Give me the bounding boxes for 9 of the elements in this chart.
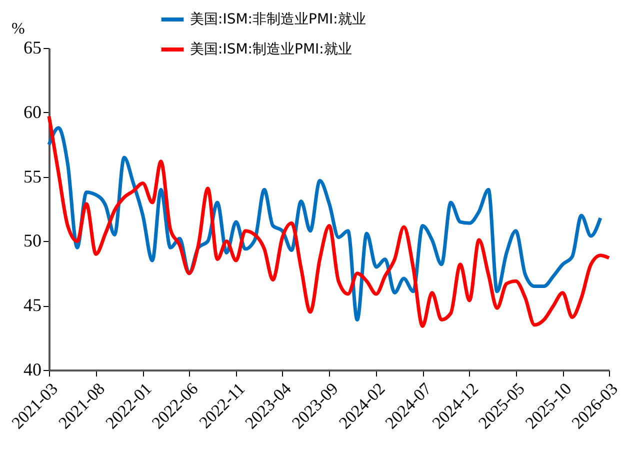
- y-axis-title: %: [12, 20, 25, 38]
- y-tick-label: 60: [24, 102, 42, 122]
- y-tick-label: 55: [24, 166, 42, 186]
- y-tick-label: 50: [24, 230, 42, 251]
- legend-label: 美国:ISM:非制造业PMI:就业: [190, 12, 366, 28]
- y-tick-label: 65: [24, 38, 42, 58]
- legend-label: 美国:ISM:制造业PMI:就业: [190, 42, 352, 58]
- y-tick-label: 40: [24, 360, 42, 380]
- y-tick-label: 45: [24, 295, 42, 316]
